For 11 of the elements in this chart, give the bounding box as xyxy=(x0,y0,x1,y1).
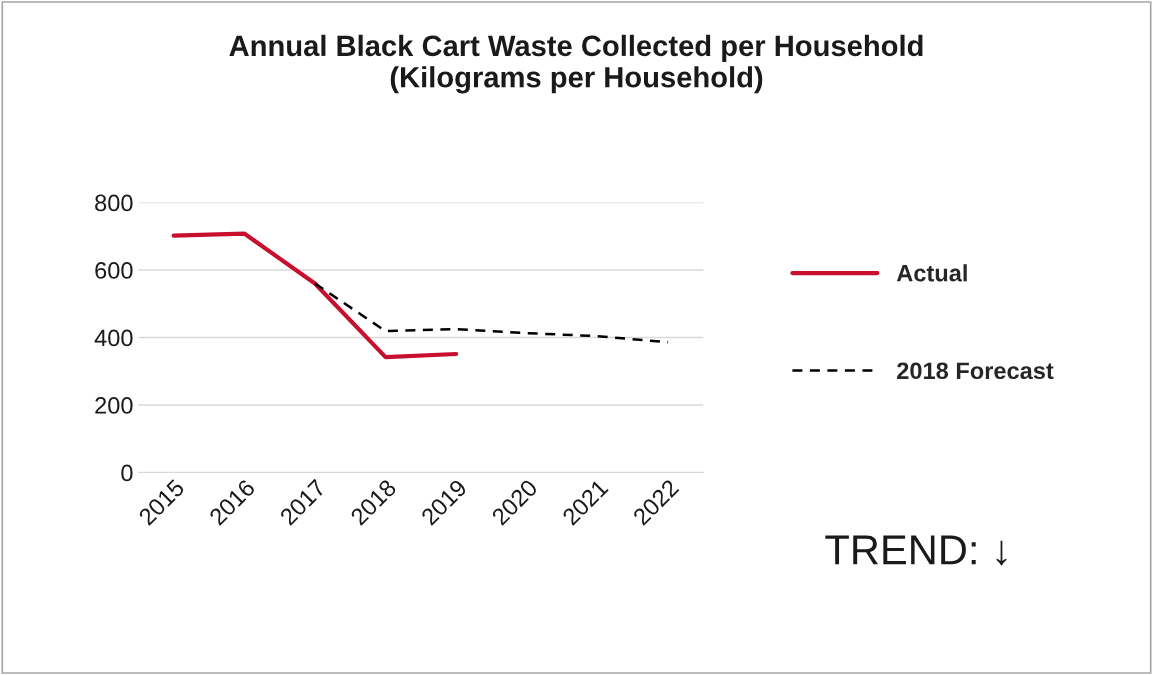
line-series xyxy=(171,231,459,360)
y-tick-label: 800 xyxy=(95,194,133,212)
text: TREND: ↓ xyxy=(825,535,1007,566)
y-tick-label: 200 xyxy=(95,397,133,414)
legend-label: Actual xyxy=(896,264,967,282)
y-tick-label: 0 xyxy=(121,464,133,482)
line-series xyxy=(313,282,670,344)
legend-label: 2018 Forecast xyxy=(897,362,1054,380)
y-tick-label: 400 xyxy=(94,329,133,347)
chart-title: Annual Black Cart Waste Collected per Household (Kilograms per Household) xyxy=(229,34,923,94)
y-tick-label: 600 xyxy=(95,262,133,279)
